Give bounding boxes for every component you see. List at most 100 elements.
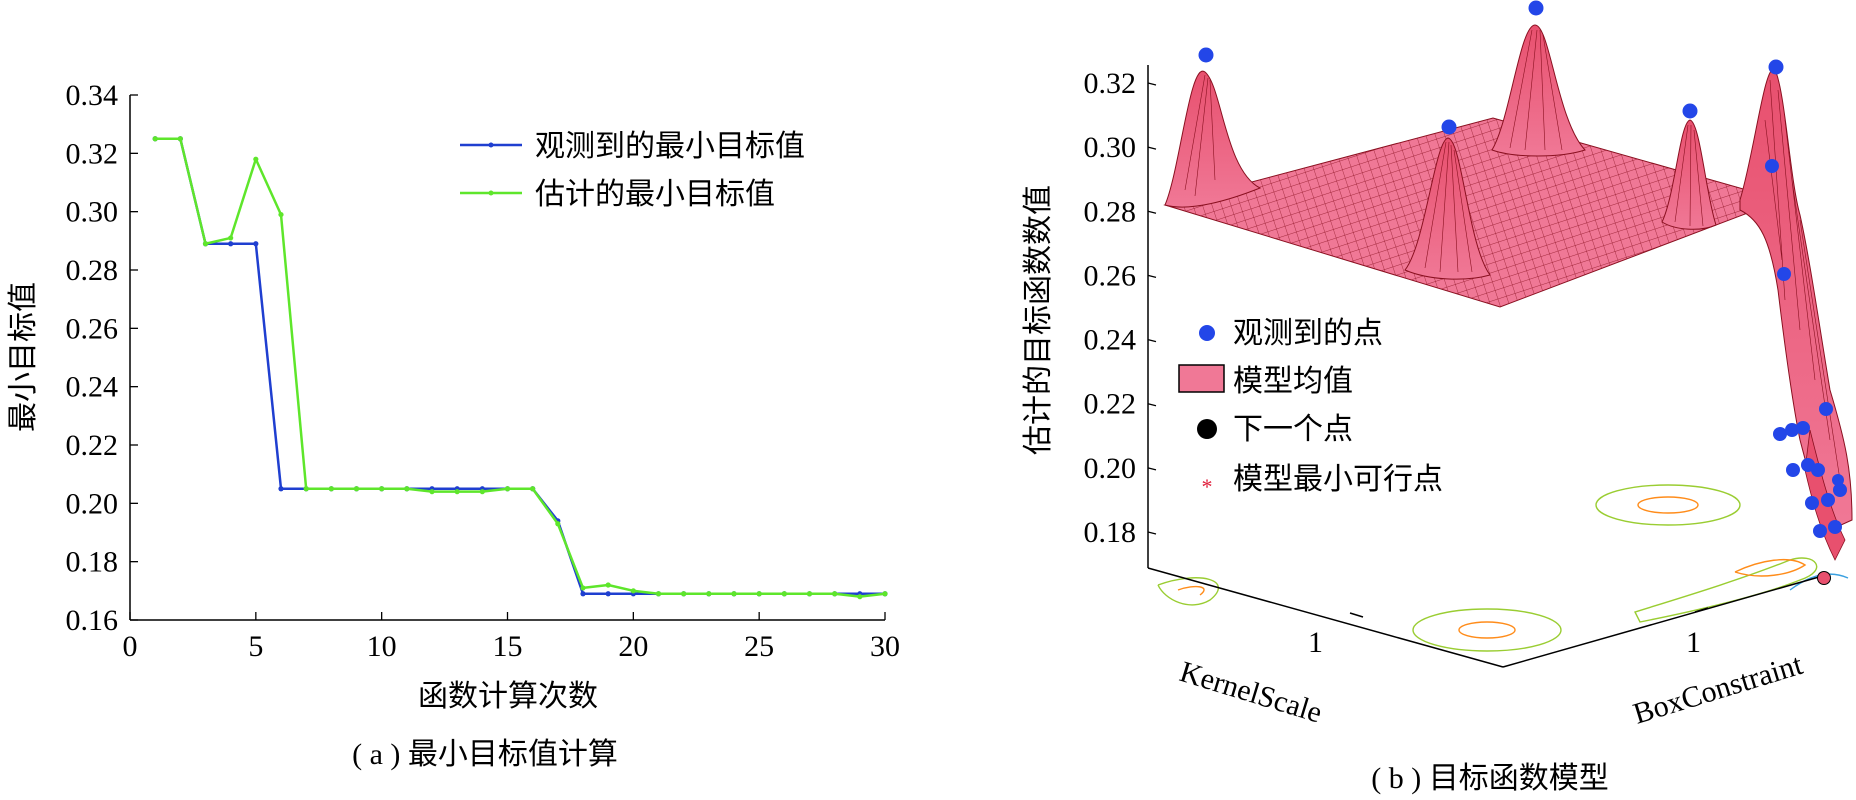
data-point xyxy=(278,486,284,492)
z-tick-mark xyxy=(1147,338,1157,343)
panel-b-y-tick-label: 1 xyxy=(1686,626,1701,659)
data-point xyxy=(806,591,813,597)
panel-a-series xyxy=(152,136,888,600)
observed-point xyxy=(1833,483,1847,497)
legend-label-observed: 观测到的最小目标值 xyxy=(535,130,805,163)
legend-label-model-mean: 模型均值 xyxy=(1233,365,1353,398)
data-point xyxy=(580,591,586,597)
x-tick-label: 10 xyxy=(367,630,397,663)
legend-label-min-feasible: 模型最小可行点 xyxy=(1233,463,1443,496)
data-point xyxy=(228,235,234,241)
floor-contour xyxy=(1634,557,1818,623)
legend-marker-next-point xyxy=(1197,419,1217,439)
panel-b-z-axis-title: 估计的目标函数数值 xyxy=(1022,185,1055,455)
data-point xyxy=(278,211,284,218)
data-point xyxy=(756,591,762,597)
surface-peak xyxy=(1491,24,1586,157)
y-axis-tick xyxy=(1694,607,1709,613)
legend-marker-observed xyxy=(488,142,494,148)
observed-point xyxy=(1768,59,1784,75)
peak-mesh xyxy=(1674,124,1704,227)
data-point xyxy=(228,241,234,247)
panel-b-x-axis xyxy=(1147,567,1504,668)
data-point xyxy=(781,591,787,597)
data-point xyxy=(379,486,385,492)
peak-mesh xyxy=(1509,29,1563,151)
panel-a-y-axis-title: 最小目标值 xyxy=(7,282,40,432)
z-tick-mark xyxy=(1147,274,1157,279)
data-point xyxy=(202,241,209,247)
panel-a-x-axis-title: 函数计算次数 xyxy=(418,680,598,713)
data-point xyxy=(504,486,511,492)
z-tick-label: 0.20 xyxy=(1084,452,1137,485)
x-tick-label: 15 xyxy=(493,630,523,663)
observed-point xyxy=(1796,421,1810,435)
panel-b-x-tick-label: 1 xyxy=(1308,626,1323,659)
observed-point xyxy=(1528,0,1544,16)
floor-contour xyxy=(1157,577,1219,606)
z-tick-mark xyxy=(1147,210,1157,214)
data-point xyxy=(706,591,712,597)
panel-b-legend: 观测到的点 模型均值 下一个点 * 模型最小可行点 xyxy=(1178,317,1443,499)
z-tick-mark xyxy=(1147,531,1157,535)
data-point xyxy=(353,486,360,492)
data-point xyxy=(857,594,863,600)
data-point xyxy=(681,591,687,597)
data-point xyxy=(328,486,334,492)
data-point xyxy=(605,582,611,588)
y-tick-label: 0.26 xyxy=(66,312,119,345)
surface-mesh xyxy=(1165,118,1782,307)
floor-contour xyxy=(1734,559,1807,577)
panel-b-z-ticks: 0.18 0.20 0.22 0.24 0.26 0.28 0.30 0.32 xyxy=(1084,67,1157,549)
observed-point xyxy=(1811,463,1825,477)
y-tick-label: 0.30 xyxy=(66,196,119,229)
data-point xyxy=(832,591,838,597)
model-min-feasible-point xyxy=(1818,572,1830,584)
x-tick-label: 20 xyxy=(618,630,648,663)
x-tick-label: 0 xyxy=(123,630,138,663)
data-point xyxy=(177,136,183,142)
panel-b-surface-chart: 0.18 0.20 0.22 0.24 0.26 0.28 0.30 0.32 xyxy=(1022,0,1853,795)
observed-point xyxy=(1777,267,1791,281)
floor-contour xyxy=(1458,621,1516,639)
legend-patch-model-mean xyxy=(1178,364,1225,393)
observed-point xyxy=(1785,423,1799,437)
data-point xyxy=(253,241,259,247)
surface-ridge xyxy=(1739,68,1853,531)
series-line-observed xyxy=(155,137,885,595)
y-tick-label: 0.28 xyxy=(66,254,119,287)
z-tick-label: 0.28 xyxy=(1084,195,1137,228)
data-point xyxy=(479,489,485,495)
observed-point xyxy=(1821,493,1835,507)
x-tick-label: 30 xyxy=(870,630,900,663)
panel-a-ticks: 0 5 10 15 20 25 30 0.16 0.18 0.20 0.22 0.24 0.26 0.28… xyxy=(66,79,901,663)
observed-point xyxy=(1828,520,1842,534)
data-point xyxy=(580,585,586,591)
x-tick-label: 5 xyxy=(248,630,263,663)
observed-points xyxy=(1198,0,1847,538)
observed-point xyxy=(1819,402,1833,416)
x-axis-tick xyxy=(1349,612,1364,618)
observed-point xyxy=(1682,103,1698,119)
y-tick-label: 0.18 xyxy=(66,546,119,579)
panel-b-x-axis-title: KernelScale xyxy=(1176,655,1326,729)
panel-a-caption: ( a ) 最小目标值计算 xyxy=(352,738,618,771)
data-point xyxy=(429,489,435,495)
data-point xyxy=(882,591,888,597)
y-tick-label: 0.22 xyxy=(66,429,119,462)
series-line-estimated xyxy=(155,137,886,598)
y-tick-label: 0.20 xyxy=(66,487,119,520)
peak-mesh xyxy=(1424,141,1473,273)
floor-contours xyxy=(1157,484,1849,652)
z-tick-label: 0.24 xyxy=(1084,324,1137,357)
legend-marker-min-feasible: * xyxy=(1202,474,1213,499)
y-tick-label: 0.16 xyxy=(66,604,119,637)
z-tick-mark xyxy=(1147,82,1157,86)
z-tick-label: 0.26 xyxy=(1084,259,1137,292)
data-point xyxy=(731,591,737,597)
z-tick-label: 0.22 xyxy=(1084,388,1137,421)
data-point xyxy=(152,136,158,142)
surface-peak xyxy=(1404,137,1491,280)
z-tick-label: 0.18 xyxy=(1084,516,1137,549)
